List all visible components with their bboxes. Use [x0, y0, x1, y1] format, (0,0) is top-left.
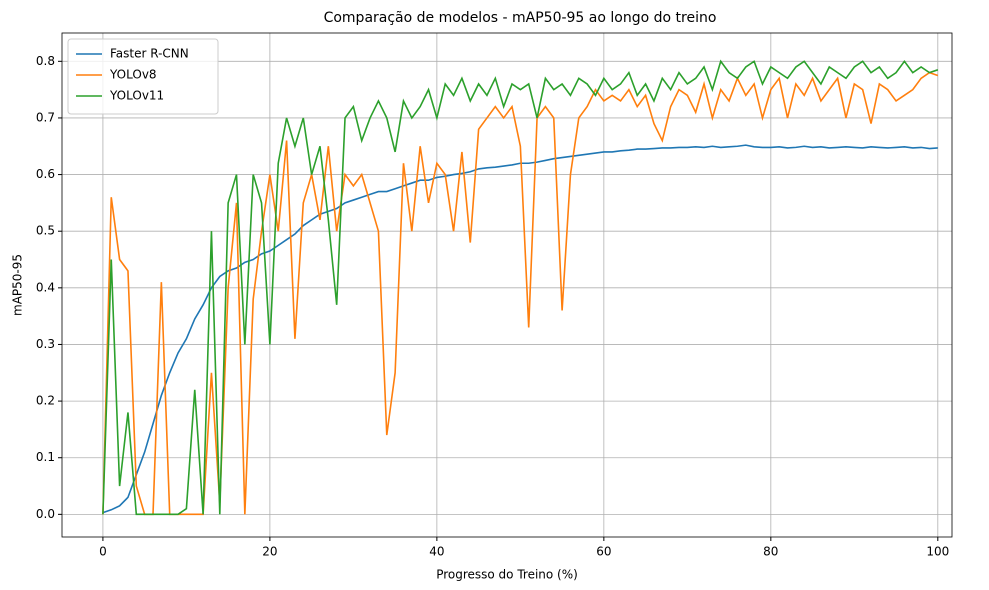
- y-tick-label: 0.7: [36, 110, 55, 124]
- x-tick-label: 80: [763, 545, 778, 559]
- y-tick-label: 0.6: [36, 167, 55, 181]
- x-tick-label: 40: [429, 545, 444, 559]
- legend: Faster R-CNN YOLOv8 YOLOv11: [67, 38, 219, 115]
- x-tick-label: 60: [596, 545, 611, 559]
- data-line: [102, 59, 939, 516]
- y-tick-label: 0.5: [36, 224, 55, 238]
- y-axis-label: mAP50-95: [11, 254, 25, 316]
- y-tick-label: 0.3: [36, 337, 55, 351]
- x-tick-label: 0: [99, 545, 107, 559]
- legend-label: YOLOv8: [109, 68, 157, 82]
- legend-label: Faster R-CNN: [110, 47, 189, 61]
- y-tick-label: 0.1: [36, 450, 55, 464]
- data-line: [102, 71, 939, 516]
- y-tick-label: 0.0: [36, 507, 55, 521]
- x-tick-label: 20: [262, 545, 277, 559]
- y-tick-label: 0.2: [36, 394, 55, 408]
- legend-box: [67, 38, 219, 115]
- x-axis-label: Progresso do Treino (%): [436, 568, 578, 582]
- legend-label: YOLOv11: [109, 89, 164, 103]
- y-tick-label: 0.4: [36, 280, 55, 294]
- chart-title: Comparação de modelos - mAP50-95 ao long…: [324, 10, 717, 26]
- plot-frame: [61, 32, 953, 538]
- x-tick-label: 100: [926, 545, 949, 559]
- y-tick-label: 0.8: [36, 54, 55, 68]
